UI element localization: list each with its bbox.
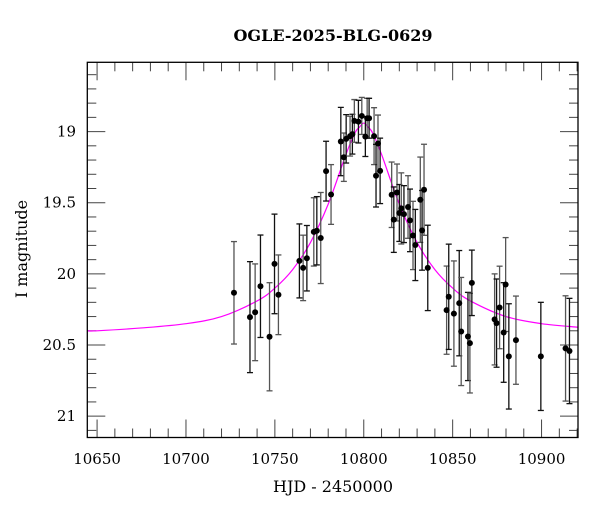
data-point	[371, 133, 378, 140]
data-point	[275, 291, 282, 298]
data-point	[445, 293, 452, 300]
data-point	[468, 279, 475, 286]
data-point	[419, 227, 426, 234]
x-axis-label: HJD - 2450000	[273, 477, 393, 496]
data-point	[566, 347, 573, 354]
y-tick-label: 21	[57, 407, 76, 425]
error-bars	[230, 96, 573, 412]
data-point	[398, 205, 405, 212]
data-point	[424, 264, 431, 271]
data-point	[303, 255, 310, 262]
data-point	[266, 333, 273, 340]
tick-labels: 10650 10700 10750 10800 10850 10900 19 19.5 20 20…	[43, 123, 566, 468]
y-tick-label: 20	[57, 265, 76, 283]
y-axis-label: I magnitude	[12, 200, 31, 298]
data-point	[323, 168, 330, 175]
data-point	[450, 310, 457, 317]
data-point	[537, 353, 544, 360]
data-point	[377, 167, 384, 174]
data-point	[296, 257, 303, 264]
data-point	[421, 186, 428, 193]
y-tick-label: 19.5	[43, 194, 76, 212]
data-point	[396, 209, 403, 216]
data-point	[349, 131, 356, 138]
data-point	[374, 140, 381, 147]
data-point	[512, 337, 519, 344]
data-point	[388, 191, 395, 198]
data-point	[355, 118, 362, 125]
data-point	[502, 281, 509, 288]
data-point	[458, 328, 465, 335]
x-tick-label: 10650	[73, 450, 121, 468]
data-point	[366, 115, 373, 122]
data-point	[493, 320, 500, 327]
data-point	[466, 340, 473, 347]
data-point	[500, 329, 507, 336]
data-point	[406, 217, 413, 224]
x-tick-label: 10900	[518, 450, 566, 468]
data-point	[300, 264, 307, 271]
data-point	[373, 172, 380, 179]
data-point	[252, 309, 259, 316]
data-point	[464, 333, 471, 340]
data-point	[337, 138, 344, 145]
data-points	[230, 112, 573, 360]
data-point	[317, 235, 324, 242]
plot-frame	[86, 61, 579, 439]
data-point	[496, 304, 503, 311]
data-point	[394, 189, 401, 196]
chart-title: OGLE-2025-BLG-0629	[233, 26, 432, 45]
x-tick-label: 10850	[429, 450, 477, 468]
data-point	[410, 232, 417, 239]
data-point	[230, 289, 237, 296]
data-point	[271, 260, 278, 267]
y-tick-label: 19	[57, 123, 76, 141]
data-point	[417, 196, 424, 203]
data-point	[246, 314, 253, 321]
y-tick-label: 20.5	[43, 336, 76, 354]
data-point	[257, 283, 264, 290]
data-point	[505, 353, 512, 360]
data-point	[390, 216, 397, 223]
data-point	[328, 191, 335, 198]
model-curve	[87, 122, 579, 332]
data-point	[443, 307, 450, 314]
data-point	[412, 241, 419, 248]
data-point	[405, 204, 412, 211]
x-tick-label: 10700	[162, 450, 210, 468]
data-point	[400, 211, 407, 218]
axis-ticks	[87, 62, 578, 438]
data-point	[340, 154, 347, 161]
data-point	[362, 133, 369, 140]
data-point	[456, 300, 463, 307]
x-tick-label: 10750	[251, 450, 299, 468]
data-point	[313, 227, 320, 234]
x-tick-label: 10800	[340, 450, 388, 468]
data-point	[358, 112, 365, 119]
